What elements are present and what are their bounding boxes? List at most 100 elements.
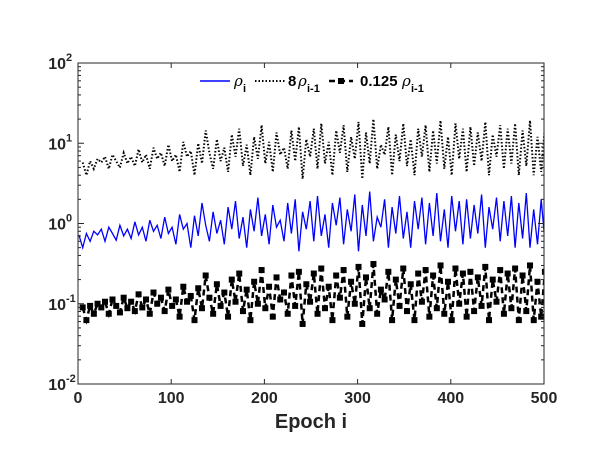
series-2-marker	[154, 300, 161, 307]
series-2-marker	[299, 320, 306, 327]
y-tick-exponent: -1	[66, 293, 76, 305]
series-layer	[78, 119, 544, 327]
series-2-marker	[102, 298, 109, 305]
y-tick-exponent: 1	[66, 132, 72, 144]
series-2-marker	[333, 272, 340, 279]
series-2-marker	[83, 317, 90, 324]
series-2-marker	[422, 267, 429, 274]
series-2-marker	[79, 304, 86, 311]
series-2-marker	[165, 286, 172, 293]
series-2-marker	[329, 317, 336, 324]
series-2-marker	[523, 308, 530, 315]
series-2-marker	[467, 268, 474, 275]
y-tick-exponent: 2	[66, 52, 72, 64]
y-tick-exponent: -2	[66, 373, 76, 385]
series-2-marker	[445, 278, 452, 285]
series-2-marker	[527, 262, 534, 269]
series-2-marker	[180, 283, 187, 290]
series-2-marker	[396, 302, 403, 309]
series-2-marker	[266, 283, 273, 290]
series-2-marker	[198, 305, 205, 312]
series-2-marker	[277, 296, 284, 303]
series-2-marker	[318, 265, 325, 272]
series-2-marker	[407, 281, 414, 288]
series-2-marker	[348, 278, 355, 285]
series-2-marker	[139, 304, 146, 311]
series-2-marker	[500, 310, 507, 317]
series-2-marker	[258, 267, 265, 274]
series-2-marker	[303, 281, 310, 288]
series-2-marker	[109, 296, 116, 303]
series-2-marker	[116, 309, 123, 316]
series-2-marker	[221, 289, 228, 296]
series-2-marker	[519, 272, 526, 279]
series-2-marker	[362, 274, 369, 281]
legend-symbol-rho-i: ρ	[233, 72, 243, 90]
series-2-marker	[284, 310, 291, 317]
x-tick-label: 200	[251, 390, 278, 407]
series-2-marker	[530, 317, 537, 324]
x-tick-label: 100	[158, 390, 185, 407]
series-2-marker	[541, 268, 544, 275]
y-tick-label: 10	[48, 217, 66, 234]
series-2-marker	[146, 310, 153, 317]
series-2-marker	[403, 308, 410, 315]
series-2-marker	[344, 313, 351, 320]
series-2-marker	[441, 310, 448, 317]
series-2-marker	[497, 267, 504, 274]
series-2-marker	[534, 278, 541, 285]
series-2-marker	[254, 300, 261, 307]
series-2-marker	[213, 281, 220, 288]
series-line-1	[81, 119, 544, 179]
series-2-marker	[176, 313, 183, 320]
series-2-marker	[482, 263, 489, 270]
legend-sub-rho-i: i	[243, 83, 246, 95]
series-2-marker	[400, 265, 407, 272]
series-2-marker	[355, 263, 362, 270]
series-2-marker	[486, 317, 493, 324]
series-2-marker	[512, 265, 519, 272]
y-tick-label: 10	[48, 56, 66, 73]
y-tick-exponent: 0	[66, 213, 72, 225]
series-2-marker	[90, 310, 97, 317]
series-2-marker	[418, 298, 425, 305]
series-2-marker	[515, 317, 522, 324]
series-2-marker	[262, 305, 269, 312]
series-2-marker	[239, 308, 246, 315]
series-2-marker	[452, 265, 459, 272]
series-2-marker	[105, 310, 112, 317]
series-2-marker	[381, 296, 388, 303]
series-line-2	[81, 263, 544, 325]
series-2-marker	[359, 320, 366, 327]
x-tick-label: 500	[531, 390, 558, 407]
plot-axes-box	[77, 62, 545, 385]
legend-sub-8rho: i-1	[307, 83, 320, 95]
series-2-marker	[124, 305, 131, 312]
series-2-marker	[98, 304, 105, 311]
series-2-marker	[195, 285, 202, 292]
series-2-marker	[493, 298, 500, 305]
legend-marker-0125rho	[338, 78, 344, 84]
series-2-marker	[430, 272, 437, 279]
series-2-marker	[236, 270, 243, 277]
series-2-marker	[131, 308, 138, 315]
y-tick-label: 10	[48, 297, 66, 314]
series-2-marker	[411, 317, 418, 324]
series-2-marker	[456, 300, 463, 307]
series-2-marker	[474, 274, 481, 281]
series-2-marker	[471, 308, 478, 315]
series-2-marker	[538, 313, 544, 320]
series-2-marker	[157, 294, 164, 301]
series-2-marker	[169, 302, 176, 309]
series-2-marker	[288, 272, 295, 279]
series-2-marker	[280, 289, 287, 296]
legend-prefix-8rho: 8	[288, 73, 296, 90]
x-tick-label: 300	[344, 390, 371, 407]
series-2-marker	[310, 270, 317, 277]
series-2-marker	[508, 305, 515, 312]
series-2-marker	[340, 267, 347, 274]
legend-symbol-8rho: ρ	[297, 72, 307, 90]
series-2-marker	[307, 298, 314, 305]
legend-symbol-0125rho: ρ	[401, 72, 411, 90]
